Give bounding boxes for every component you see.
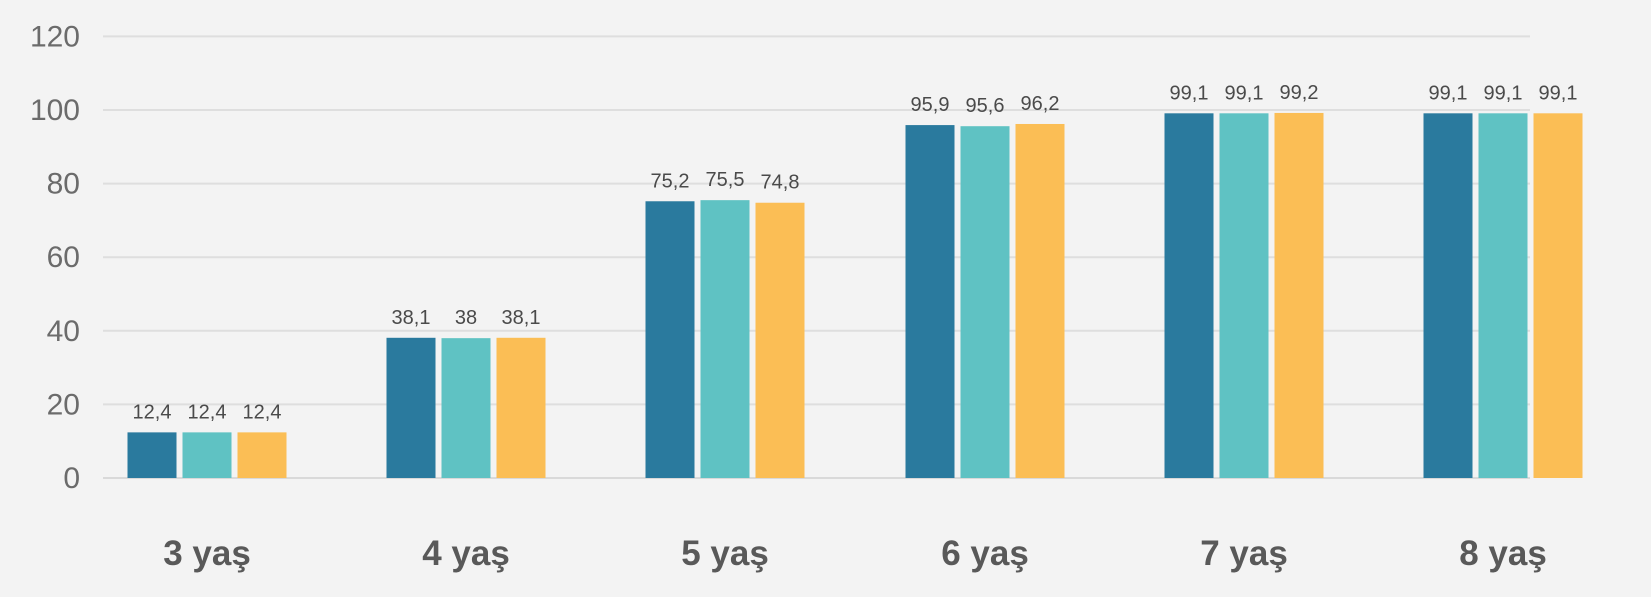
data-label: 96,2 xyxy=(1021,93,1060,115)
data-label: 12,4 xyxy=(133,401,172,423)
data-label: 95,6 xyxy=(966,95,1005,117)
data-label: 74,8 xyxy=(761,172,800,194)
data-label: 99,1 xyxy=(1429,82,1468,104)
bar xyxy=(441,338,491,478)
x-tick-label: 8 yaş xyxy=(1459,534,1547,573)
data-label: 75,2 xyxy=(651,170,690,192)
bar xyxy=(386,337,436,478)
data-label: 12,4 xyxy=(188,401,227,423)
data-label: 38,1 xyxy=(502,307,541,329)
bar xyxy=(1423,113,1473,478)
y-tick-label: 100 xyxy=(30,94,80,127)
bar xyxy=(496,337,546,478)
bar xyxy=(127,432,177,478)
data-label: 99,1 xyxy=(1225,82,1264,104)
x-tick-label: 6 yaş xyxy=(941,534,1029,573)
y-tick-label: 40 xyxy=(47,315,80,348)
bar xyxy=(755,202,805,478)
data-label: 99,2 xyxy=(1280,82,1319,104)
bar xyxy=(960,126,1010,478)
y-tick-label: 60 xyxy=(47,241,80,274)
data-label: 38 xyxy=(455,307,477,329)
y-tick-label: 0 xyxy=(63,462,80,495)
y-tick-label: 80 xyxy=(47,168,80,201)
bars xyxy=(127,112,1583,479)
data-label: 95,9 xyxy=(911,94,950,116)
x-tick-label: 7 yaş xyxy=(1200,534,1288,573)
bar xyxy=(905,125,955,478)
data-label: 99,1 xyxy=(1484,82,1523,104)
data-label: 99,1 xyxy=(1170,82,1209,104)
grid xyxy=(103,35,1530,479)
y-axis-ticks: 0 20 40 60 80 100 120 xyxy=(30,20,80,495)
data-label: 99,1 xyxy=(1539,82,1578,104)
bar xyxy=(645,201,695,479)
bar xyxy=(1274,112,1324,478)
bar xyxy=(1533,113,1583,478)
bar xyxy=(1015,123,1065,478)
data-label: 38,1 xyxy=(392,307,431,329)
bar xyxy=(1478,113,1528,478)
y-tick-label: 20 xyxy=(47,388,80,421)
data-label: 12,4 xyxy=(243,401,282,423)
x-tick-label: 4 yaş xyxy=(422,534,510,573)
x-tick-label: 5 yaş xyxy=(681,534,769,573)
bar xyxy=(700,200,750,478)
x-axis-ticks: 3 yaş 4 yaş 5 yaş 6 yaş 7 yaş 8 yaş xyxy=(163,534,1547,573)
bar xyxy=(1219,113,1269,478)
bar xyxy=(237,432,287,478)
data-labels: 12,4 12,4 12,4 38,1 38 38,1 75,2 75,5 74,8 95,9 95… xyxy=(133,82,1578,423)
data-label: 75,5 xyxy=(706,169,745,191)
x-tick-label: 3 yaş xyxy=(163,534,251,573)
bar xyxy=(182,432,232,478)
bar xyxy=(1164,113,1214,478)
y-tick-label: 120 xyxy=(30,20,80,53)
